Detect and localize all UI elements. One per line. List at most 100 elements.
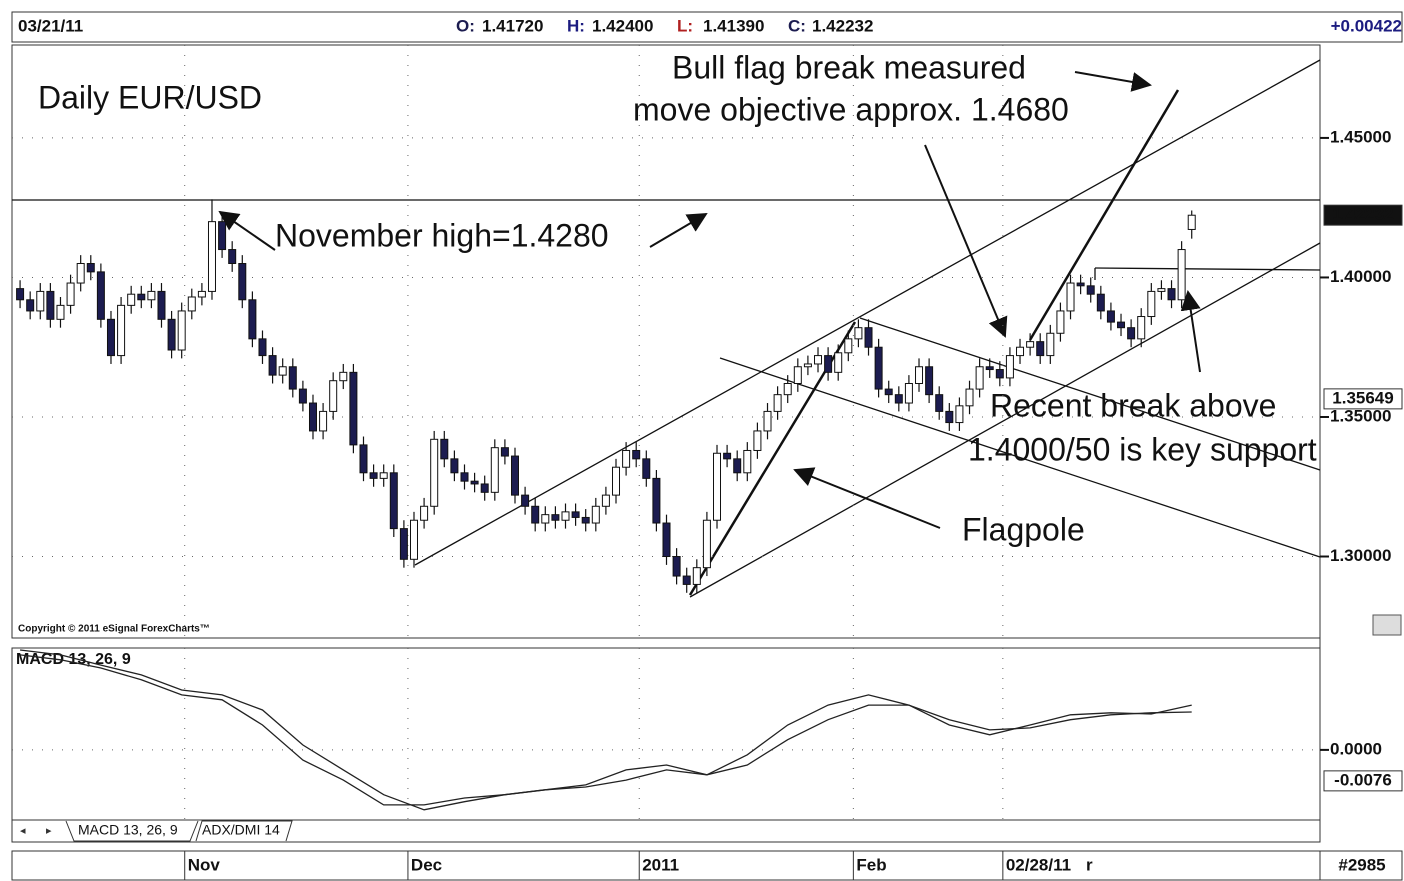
candle-body xyxy=(76,263,85,284)
candle-body xyxy=(430,438,439,507)
candle-body xyxy=(743,449,752,474)
x-tick-label: 02/28/11 xyxy=(1006,855,1071,874)
candle-body xyxy=(46,290,55,320)
candle-body xyxy=(632,449,641,460)
candle-body xyxy=(197,290,206,298)
candle-body xyxy=(995,369,1004,379)
candle-body xyxy=(420,505,429,521)
candle-body xyxy=(147,290,156,301)
candle-body xyxy=(228,249,237,265)
annotation: Bull flag break measured xyxy=(672,49,1026,85)
candle-body xyxy=(26,299,35,312)
y-tick-label: 1.30000 xyxy=(1330,546,1391,565)
candle-body xyxy=(975,366,984,390)
y-tick-label: 1.40000 xyxy=(1330,267,1391,286)
candle-body xyxy=(1056,310,1065,334)
candle-body xyxy=(288,366,297,390)
close-label: C: xyxy=(788,16,806,35)
candle-body xyxy=(510,455,519,496)
candle-body xyxy=(814,355,823,365)
candle-body xyxy=(773,394,782,412)
candle-body xyxy=(460,472,469,482)
price-tag xyxy=(1323,204,1403,226)
candle-body xyxy=(56,304,65,320)
candle-body xyxy=(1127,327,1136,340)
candle-body xyxy=(96,271,105,320)
candle-body xyxy=(904,382,913,404)
candle-body xyxy=(86,263,95,273)
indicator-title: MACD 13, 26, 9 xyxy=(16,651,131,668)
price-tag xyxy=(1323,388,1403,410)
annotation: 1.4000/50 is key support xyxy=(968,431,1317,467)
tab[interactable] xyxy=(65,820,199,842)
tab-label[interactable]: MACD 13, 26, 9 xyxy=(78,822,178,838)
candle-body xyxy=(864,327,873,348)
candle-body xyxy=(450,458,459,474)
candle-body xyxy=(1117,321,1126,329)
candle-body xyxy=(16,288,25,301)
candle-body xyxy=(1177,249,1186,301)
tab-scroll-left[interactable]: ◂ xyxy=(20,825,26,837)
candle-body xyxy=(803,363,812,368)
candle-body xyxy=(733,458,742,474)
candle-body xyxy=(854,327,863,340)
candle-body xyxy=(834,352,843,373)
candle-body xyxy=(723,452,732,460)
macd-line xyxy=(20,654,1192,806)
candle-body xyxy=(874,346,883,390)
close-value: 1.42232 xyxy=(812,16,873,35)
candle-body xyxy=(1147,290,1156,318)
candle-body xyxy=(612,466,621,496)
candle-body xyxy=(349,371,358,446)
tab[interactable] xyxy=(195,820,293,842)
candle-body xyxy=(601,494,610,507)
candle-body xyxy=(1106,310,1115,323)
candle-body xyxy=(1167,288,1176,301)
annotation: Flagpole xyxy=(962,511,1085,547)
candle-body xyxy=(571,511,580,518)
header-date: 03/21/11 xyxy=(18,16,83,35)
candle-body xyxy=(157,290,166,320)
candle-body xyxy=(218,221,227,251)
candle-body xyxy=(409,519,418,560)
candle-body xyxy=(672,556,681,577)
candle-body xyxy=(167,318,176,351)
chart-title: Daily EUR/USD xyxy=(38,79,262,115)
candle-body xyxy=(66,282,75,306)
candle-body xyxy=(1066,282,1075,312)
candle-body xyxy=(470,480,479,485)
tab-bar xyxy=(11,819,1321,843)
change-value: +0.00422 xyxy=(1331,16,1402,35)
candle-body xyxy=(268,355,277,376)
candle-body xyxy=(238,263,247,301)
x-tick-label: Nov xyxy=(188,855,221,874)
footer-id: #2985 xyxy=(1338,855,1385,874)
candle-body xyxy=(561,511,570,521)
low-value: 1.41390 xyxy=(703,16,764,35)
candle-body xyxy=(652,477,661,524)
candle-body xyxy=(531,505,540,524)
x-tick-label: Dec xyxy=(411,855,442,874)
candle-body xyxy=(713,452,722,521)
tab-scroll-right[interactable]: ▸ xyxy=(46,825,52,837)
candle-body xyxy=(844,338,853,354)
candle-body xyxy=(379,472,388,479)
candle-body xyxy=(319,410,328,432)
candle-body xyxy=(207,221,216,292)
price-tag-label: -0.0076 xyxy=(1334,770,1392,789)
candle-body xyxy=(187,296,196,312)
scale-button[interactable] xyxy=(1372,614,1402,636)
candle-body xyxy=(339,371,348,382)
candle-body xyxy=(500,447,509,457)
candle-body xyxy=(1137,316,1146,340)
candle-body xyxy=(581,516,590,524)
tab-label[interactable]: ADX/DMI 14 xyxy=(202,822,280,838)
candle-body xyxy=(278,366,287,376)
y-tick-label: 1.45000 xyxy=(1330,127,1391,146)
candle-body xyxy=(1036,341,1045,357)
candle-body xyxy=(1046,332,1055,357)
copyright: Copyright © 2011 eSignal ForexCharts™ xyxy=(18,624,210,635)
candle-body xyxy=(117,304,126,357)
candle-body xyxy=(177,310,186,351)
candle-body xyxy=(662,522,671,558)
